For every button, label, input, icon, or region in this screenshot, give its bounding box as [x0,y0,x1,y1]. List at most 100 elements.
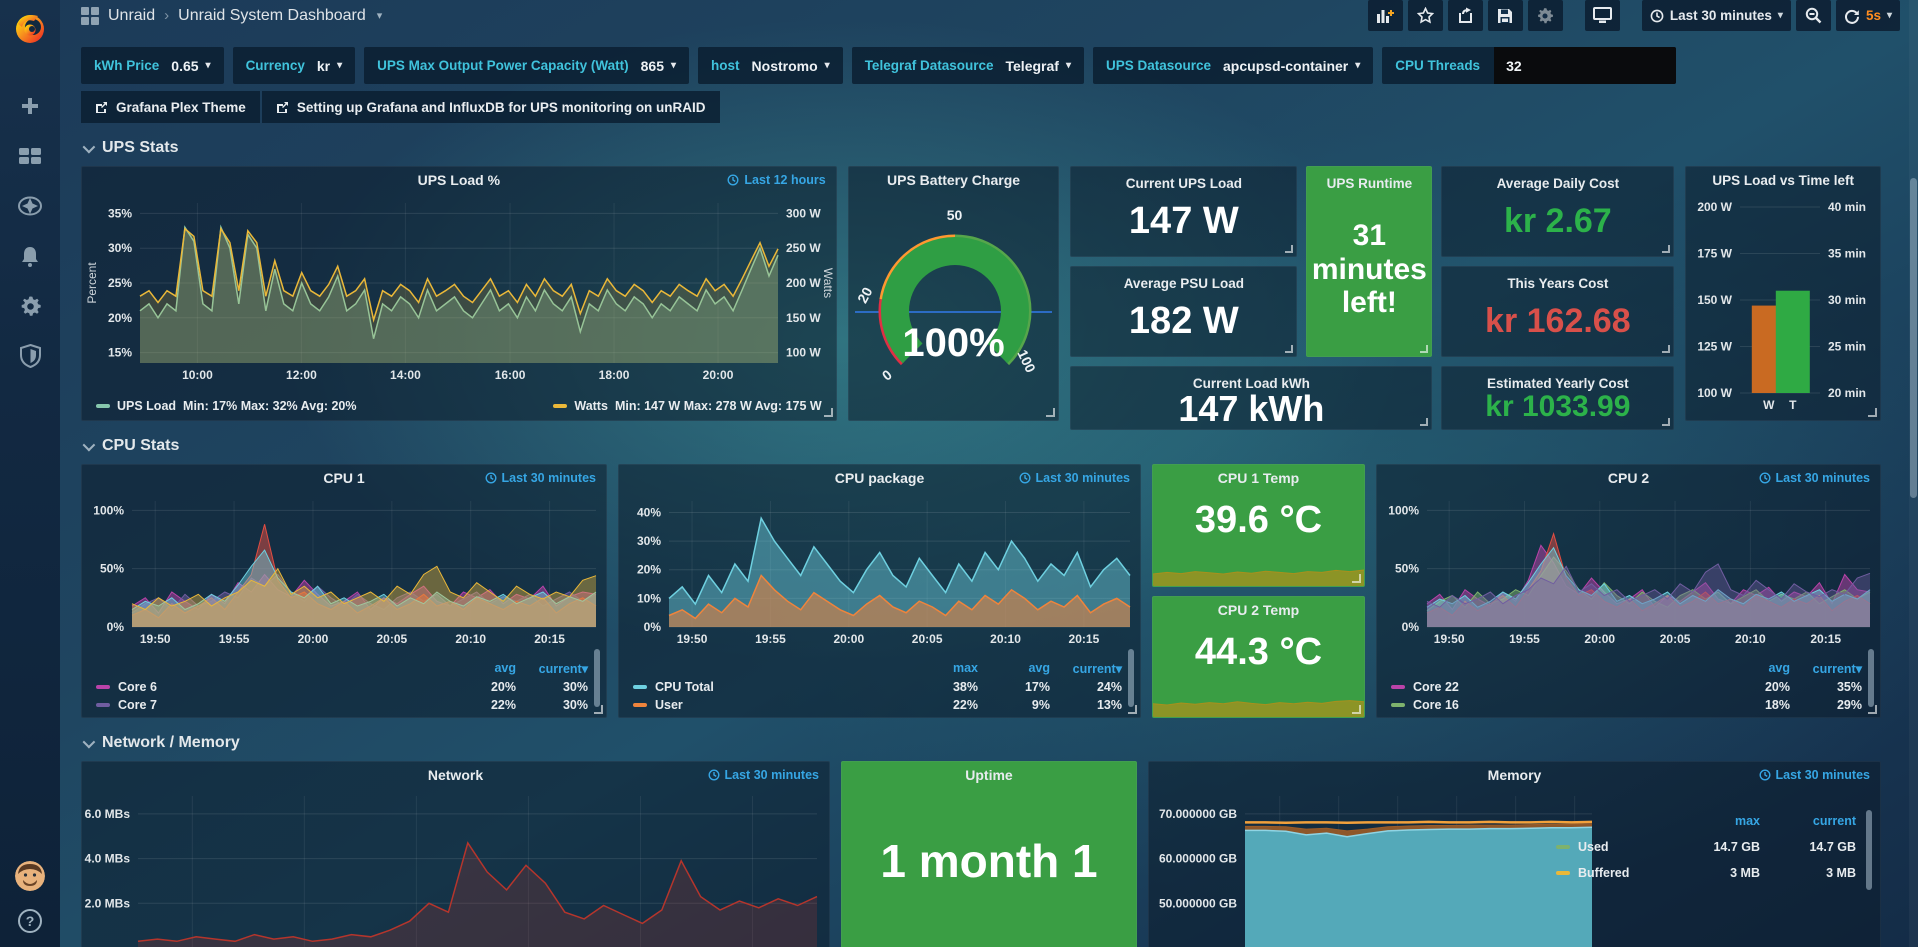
create-plus-icon[interactable] [18,94,42,118]
alerting-bell-icon[interactable] [18,244,42,268]
variable-host: host Nostromo ▾ [698,47,843,84]
panel-this-years-cost[interactable]: This Years Cost kr 162.68 [1441,266,1675,357]
variable-value-dropdown[interactable]: kr ▾ [316,57,343,74]
variable-value-dropdown[interactable]: 0.65 ▾ [171,57,211,74]
section-ups-stats[interactable]: UPS Stats [82,139,1881,157]
svg-text:20:05: 20:05 [912,632,943,646]
legend-scrollbar[interactable] [594,649,600,707]
legend-row: Buffered 3 MB 3 MB [1556,866,1856,880]
dashboard-settings-button[interactable] [1527,0,1563,31]
legend-header[interactable]: avg [1028,661,1050,675]
panel-cpu2-temp[interactable]: CPU 2 Temp 44.3 °C [1152,595,1365,718]
legend-header[interactable]: max [1734,814,1760,828]
time-range-caret-icon: ▾ [1777,10,1783,21]
panel-time-range[interactable]: Last 30 minutes [708,768,819,782]
svg-text:50.000000 GB: 50.000000 GB [1159,896,1237,910]
variable-value-dropdown[interactable]: Telegraf ▾ [1005,57,1071,74]
legend-series-name[interactable]: Watts [574,399,608,413]
configuration-gear-icon[interactable] [18,294,42,318]
legend-header[interactable]: avg [1768,661,1790,675]
panel-time-range[interactable]: Last 12 hours [727,173,826,187]
variable-value-dropdown[interactable]: apcupsd-container ▾ [1223,57,1361,74]
explore-compass-icon[interactable] [18,194,42,218]
network-chart[interactable]: 6.0 MBs 4.0 MBs 2.0 MBs [82,788,829,947]
grafana-logo-icon[interactable] [12,10,48,46]
breadcrumb-section[interactable]: Unraid [108,6,156,24]
svg-text:10:00: 10:00 [182,368,213,382]
panel-uptime[interactable]: Uptime 1 month 1 [841,761,1137,947]
legend-header[interactable]: avg [494,661,516,675]
refresh-picker[interactable]: 5s ▾ [1835,0,1900,31]
svg-text:20:00: 20:00 [298,632,329,646]
svg-text:16:00: 16:00 [495,368,526,382]
panel-average-daily-cost[interactable]: Average Daily Cost kr 2.67 [1441,166,1675,257]
dashboards-icon[interactable] [18,144,42,168]
panel-title[interactable]: UPS Load % [417,172,501,188]
dashboard-grid-icon[interactable] [81,6,99,25]
panel-title[interactable]: UPS Battery Charge [887,172,1021,188]
svg-text:20:10: 20:10 [1735,632,1766,646]
svg-text:2.0 MBs: 2.0 MBs [85,896,131,910]
panel-title[interactable]: CPU package [834,470,925,486]
panel-time-range[interactable]: Last 30 minutes [485,471,596,485]
svg-text:19:55: 19:55 [755,632,786,646]
panel-time-range[interactable]: Last 30 minutes [1759,768,1870,782]
variable-value-dropdown[interactable]: 865 ▾ [640,57,677,74]
zoom-out-button[interactable] [1795,0,1831,31]
svg-text:20:10: 20:10 [455,632,486,646]
user-avatar[interactable] [15,861,45,891]
legend-scrollbar[interactable] [1128,649,1134,707]
page-scrollbar-thumb[interactable] [1910,178,1917,498]
help-icon[interactable]: ? [18,909,42,933]
panel-time-range[interactable]: Last 30 minutes [1019,471,1130,485]
time-range-picker[interactable]: Last 30 minutes ▾ [1641,0,1791,31]
variable-value-dropdown[interactable]: Nostromo ▾ [751,57,830,74]
panel-title[interactable]: CPU 2 [1607,470,1650,486]
load-vs-time-bar-chart[interactable]: W T 200 W 175 W 150 W 125 W 100 W 40 min 35 min 3… [1686,193,1880,415]
panel-title[interactable]: Network [427,767,484,783]
panel-title[interactable]: CPU 1 [323,470,365,486]
star-button[interactable] [1407,0,1443,31]
cycle-view-mode-button[interactable] [1584,0,1620,31]
legend-header-sort[interactable]: current▾ [1072,662,1122,676]
breadcrumb-caret-icon[interactable]: ▾ [376,10,383,22]
save-button[interactable] [1487,0,1523,31]
panel-ups-runtime[interactable]: UPS Runtime 31 minutes left! [1306,166,1433,357]
panel-cpu1-temp[interactable]: CPU 1 Temp 39.6 °C [1152,464,1365,587]
section-network-memory[interactable]: Network / Memory [82,734,1881,752]
panel-average-psu-load[interactable]: Average PSU Load 182 W [1070,266,1298,357]
panel-current-load-kwh[interactable]: Current Load kWh 147 kWh [1070,366,1433,430]
legend-header[interactable]: max [952,661,978,675]
panel-title[interactable]: UPS Load vs Time left [1712,172,1854,188]
breadcrumb-page[interactable]: Unraid System Dashboard [178,6,366,24]
legend-swatch [1391,685,1405,689]
section-cpu-stats[interactable]: CPU Stats [82,437,1881,455]
legend-scrollbar[interactable] [1866,810,1872,890]
dashboard-link[interactable]: Setting up Grafana and InfluxDB for UPS … [261,91,720,123]
top-navbar: Unraid › Unraid System Dashboard ▾ [60,0,1918,31]
cpu1-chart[interactable]: 100% 50% 0% 19:50 19:55 20:00 20:05 20:10 20:15 [82,491,606,649]
dashboard-link[interactable]: Grafana Plex Theme [81,91,260,123]
share-button[interactable] [1447,0,1483,31]
add-panel-button[interactable] [1367,0,1403,31]
cpu-threads-input[interactable]: 32 [1494,47,1677,84]
page-scrollbar[interactable] [1909,0,1918,947]
server-admin-shield-icon[interactable] [18,344,42,368]
panel-estimated-yearly-cost[interactable]: Estimated Yearly Cost kr 1033.99 [1441,366,1675,430]
cpu-package-chart[interactable]: 40% 30% 20% 10% 0% 19:50 19:55 20:00 20:05 20:10 2… [619,491,1140,649]
panel-title[interactable]: Memory [1487,767,1542,783]
legend-header-sort[interactable]: current▾ [538,662,588,676]
legend-header-sort[interactable]: current▾ [1812,662,1862,676]
svg-text:20:00: 20:00 [833,632,864,646]
section-title: UPS Stats [102,139,179,156]
svg-text:20:10: 20:10 [990,632,1021,646]
legend-scrollbar[interactable] [1868,649,1874,707]
memory-chart[interactable]: 70.000000 GB 60.000000 GB 50.000000 GB [1149,788,1602,947]
legend-header[interactable]: current [1812,814,1856,828]
panel-time-range[interactable]: Last 30 minutes [1759,471,1870,485]
legend-series-name[interactable]: UPS Load [117,399,177,413]
cpu2-chart[interactable]: 100% 50% 0% 19:50 19:55 20:00 20:05 20:10 20:15 [1377,491,1880,649]
panel-current-ups-load[interactable]: Current UPS Load 147 W [1070,166,1298,257]
ups-load-chart[interactable]: 35% 30% 25% 20% 15% 300 W 250 W 200 W 150 W 100 W… [82,193,836,385]
legend-swatch [1556,871,1570,875]
